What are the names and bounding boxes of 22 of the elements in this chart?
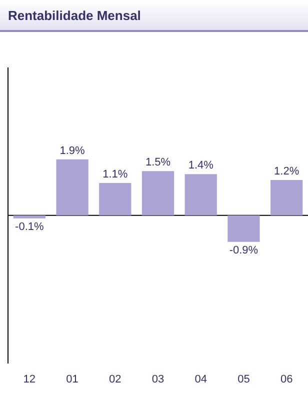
bar — [270, 180, 303, 216]
data-label: 1.2% — [274, 166, 300, 178]
bar — [13, 215, 46, 218]
data-label: 1.5% — [145, 156, 171, 169]
x-tick-label: 01 — [66, 373, 78, 386]
bar — [142, 171, 174, 216]
bar — [184, 174, 217, 216]
x-tick-label: 06 — [280, 373, 293, 386]
x-tick-label: 12 — [23, 373, 36, 386]
chart-title: Rentabilidade Mensal — [0, 0, 308, 32]
data-label: 1.4% — [188, 160, 214, 172]
data-label: -0.1% — [15, 220, 44, 233]
bar — [99, 182, 132, 216]
data-label: 1.1% — [102, 168, 128, 181]
bar — [228, 215, 260, 242]
x-tick-label: 04 — [194, 373, 207, 386]
data-label: -0.9% — [229, 244, 258, 256]
bar — [56, 159, 88, 216]
data-label: 1.9% — [60, 144, 86, 157]
x-tick-label: 02 — [109, 373, 122, 386]
x-tick-label: 03 — [152, 373, 164, 386]
x-tick-label: 05 — [238, 373, 250, 386]
